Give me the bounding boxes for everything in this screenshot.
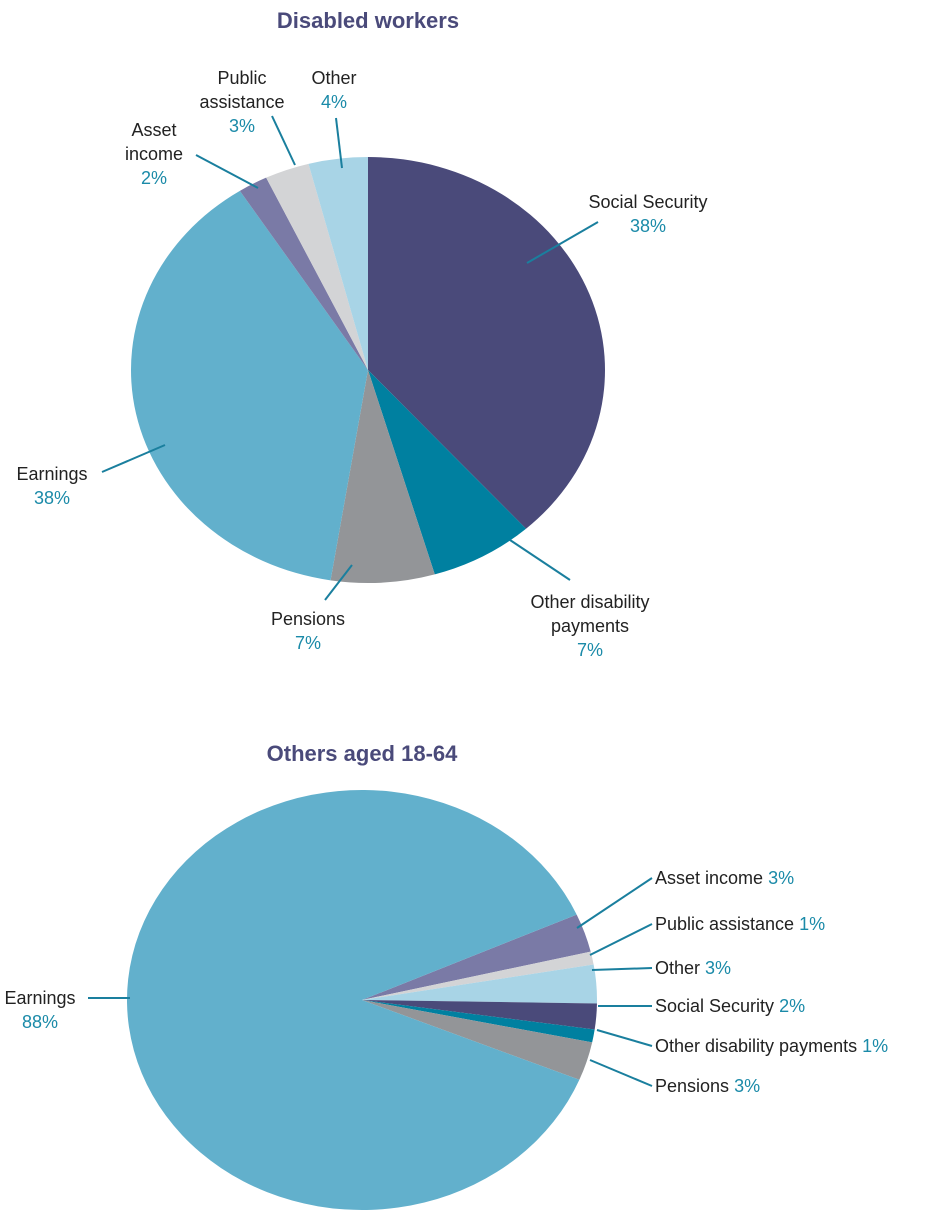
slice-name: Pensions [655, 1076, 730, 1096]
pie-slice [362, 951, 594, 1000]
leader-line [576, 877, 653, 929]
pie-slice [368, 370, 527, 575]
pie-slice [131, 190, 368, 581]
slice-percent: 2% [140, 168, 167, 188]
slice-percent: 7% [294, 633, 321, 653]
slice-label: Social Security 2% [655, 994, 805, 1018]
slice-name: Other disability payments [655, 1036, 858, 1056]
pie-slice [362, 1000, 595, 1043]
leader-line [335, 117, 343, 169]
slice-label: Other disability payments 1% [655, 1034, 888, 1058]
leader-line [195, 154, 259, 189]
slice-percent: 2% [779, 996, 806, 1016]
slice-percent: 3% [705, 958, 732, 978]
slice-label: Asset income 2% [119, 118, 189, 190]
slice-label: Public assistance 1% [655, 912, 825, 936]
slice-label: Earnings 88% [0, 986, 90, 1034]
leader-line [589, 923, 653, 956]
slice-percent: 3% [768, 868, 795, 888]
pie-slice [308, 157, 368, 370]
pie-slice [330, 370, 435, 583]
slice-name: Other [311, 68, 357, 88]
slice-name: Public assistance [655, 914, 795, 934]
slice-label: Earnings 38% [2, 462, 102, 510]
leader-line [271, 115, 296, 166]
slice-name: Pensions [270, 609, 346, 629]
pie-slice [266, 163, 368, 370]
slice-percent: 38% [33, 488, 71, 508]
slice-name: Other disability payments [530, 592, 650, 636]
slice-label: Pensions 7% [248, 607, 368, 655]
slice-label: Social Security 38% [548, 190, 748, 238]
leader-line [324, 564, 353, 601]
slice-percent: 7% [576, 640, 603, 660]
slice-label: Asset income 3% [655, 866, 794, 890]
slice-name: Social Security [655, 996, 775, 1016]
slice-percent: 1% [799, 914, 826, 934]
pie-slice [368, 157, 605, 529]
pie-slice [362, 1000, 597, 1030]
slice-percent: 4% [320, 92, 347, 112]
pie-slice [362, 1000, 593, 1080]
slice-label: Other disability payments 7% [510, 590, 670, 662]
slice-label: Other 3% [655, 956, 731, 980]
pie-slice [362, 964, 597, 1004]
slice-name: Asset income [124, 120, 184, 164]
slice-name: Earnings [16, 464, 88, 484]
slice-percent: 1% [862, 1036, 889, 1056]
slice-name: Earnings [4, 988, 76, 1008]
pie-slice [239, 177, 368, 370]
leader-line [101, 444, 166, 473]
slice-name: Social Security [588, 192, 708, 212]
leader-line [526, 221, 599, 264]
slice-label: Other 4% [294, 66, 374, 114]
pie-slice [362, 914, 591, 1000]
slice-name: Other [655, 958, 701, 978]
slice-percent: 38% [629, 216, 667, 236]
slice-percent: 88% [21, 1012, 59, 1032]
slice-percent: 3% [734, 1076, 761, 1096]
slice-name: Public assistance [199, 68, 285, 112]
leader-line [591, 967, 653, 971]
leader-line [596, 1029, 653, 1047]
leader-line [509, 539, 571, 581]
chart-title: Disabled workers [276, 8, 460, 33]
slice-name: Asset income [655, 868, 764, 888]
leader-line [589, 1059, 653, 1087]
slice-label: Public assistance 3% [187, 66, 297, 138]
pie-slice [126, 790, 580, 1211]
slice-percent: 3% [228, 116, 255, 136]
chart-title: Others aged 18-64 [266, 741, 458, 766]
slice-label: Pensions 3% [655, 1074, 760, 1098]
